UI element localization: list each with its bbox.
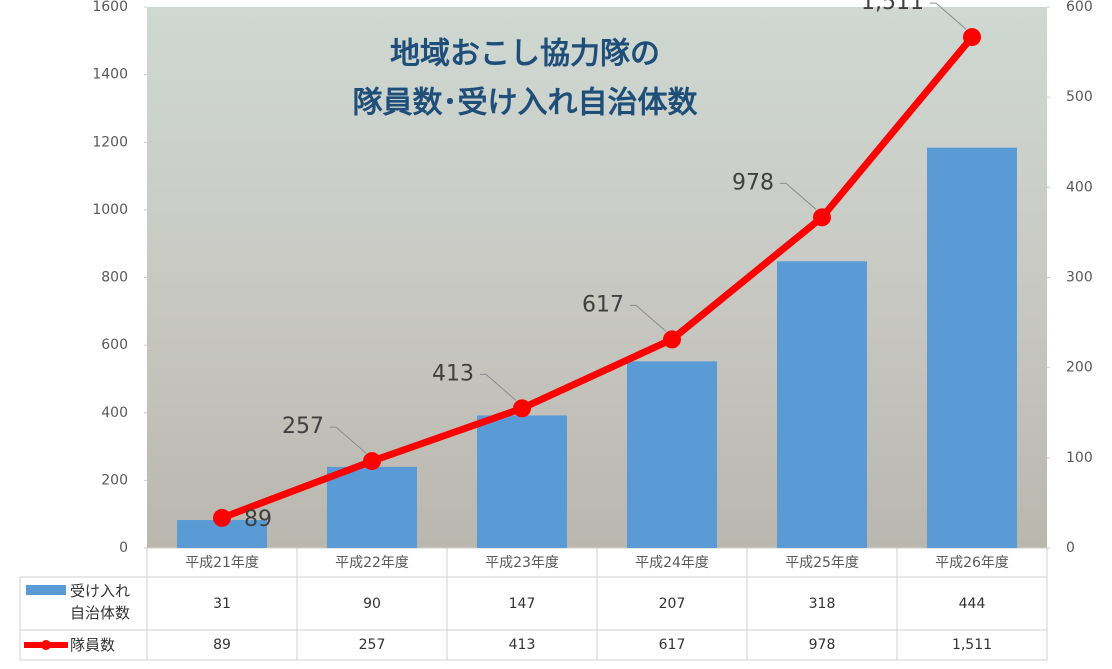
legend-label: 受け入れ自治体数 [70,582,131,622]
table-cell: 31 [213,596,231,612]
line-marker [663,330,681,349]
bar [777,261,867,548]
leader-line [780,182,817,210]
y2-tick-label: 200 [1066,360,1093,376]
x-tick-label: 平成26年度 [935,555,1009,571]
y-tick-label: 0 [119,540,128,556]
y-tick-label: 200 [101,472,128,488]
y2-tick-label: 600 [1066,0,1093,15]
y2-tick-label: 100 [1066,450,1093,466]
chart-title: 地域おこし協力隊の [390,37,660,72]
leader-line [630,304,667,332]
y-tick-label: 400 [101,405,128,421]
y2-tick-label: 0 [1066,540,1075,556]
table-cell: 617 [659,637,686,653]
line-marker [213,508,231,527]
bar [477,415,567,548]
table-cell: 1,511 [952,637,992,653]
table-cell: 318 [809,596,836,612]
y2-tick-label: 300 [1066,270,1093,286]
line-marker [363,452,381,471]
line-marker [813,208,831,227]
y2-tick-label: 400 [1066,179,1093,195]
table-cell: 257 [359,637,386,653]
x-tick-label: 平成25年度 [785,555,859,571]
data-label: 1,511 [861,0,924,15]
data-label: 413 [432,361,474,386]
table-cell: 147 [509,596,536,612]
table-cell: 89 [213,637,231,653]
table-cell: 90 [363,596,381,612]
leader-line [480,373,517,401]
x-tick-label: 平成24年度 [635,555,709,571]
y-tick-label: 1400 [92,67,128,83]
x-tick-label: 平成23年度 [485,555,559,571]
y-tick-label: 1000 [92,202,128,218]
y-tick-label: 1200 [92,134,128,150]
legend-label: 隊員数 [70,636,116,654]
table-cell: 207 [659,596,686,612]
data-label: 89 [244,507,272,532]
table-cell: 413 [509,637,536,653]
table-cell: 978 [809,637,836,653]
legend-key [41,640,51,650]
bar [327,466,417,548]
y-tick-label: 800 [101,270,128,286]
bar [927,147,1017,548]
data-label: 978 [732,170,774,195]
table-cell: 444 [959,596,986,612]
y2-tick-label: 500 [1066,89,1093,105]
line-marker [963,28,981,47]
line [220,34,975,522]
bar [627,361,717,548]
chart-subtitle: 隊員数･受け入れ自治体数 [353,86,699,121]
data-label: 257 [282,414,324,439]
line-marker [513,399,531,418]
legend-key [26,585,66,595]
x-tick-label: 平成22年度 [335,555,409,571]
y-tick-label: 600 [101,337,128,353]
x-tick-label: 平成21年度 [185,555,259,571]
data-label: 617 [582,292,624,317]
leader-line [930,2,967,30]
plot-background [147,7,1047,548]
leader-line [330,426,367,454]
y-tick-label: 1600 [92,0,128,15]
